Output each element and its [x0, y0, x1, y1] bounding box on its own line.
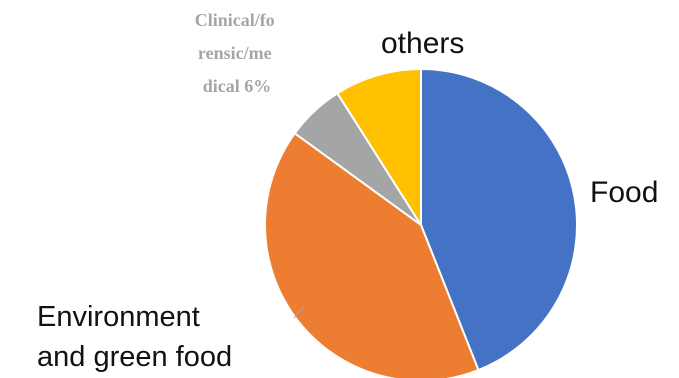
slice-label-environment: Environment and green food: [37, 301, 232, 373]
pie-slices: [264, 67, 579, 378]
pie-slice-food: [420, 67, 579, 372]
slice-label-others: others: [381, 27, 464, 60]
slice-label-food: Food: [590, 176, 658, 209]
pie-slice-environment: [264, 131, 480, 378]
slice-label-clinical: Clinical/fo rensic/me dical 6%: [195, 10, 280, 96]
environment-leader-line: [293, 305, 305, 319]
pie-slice-others: [336, 67, 422, 229]
